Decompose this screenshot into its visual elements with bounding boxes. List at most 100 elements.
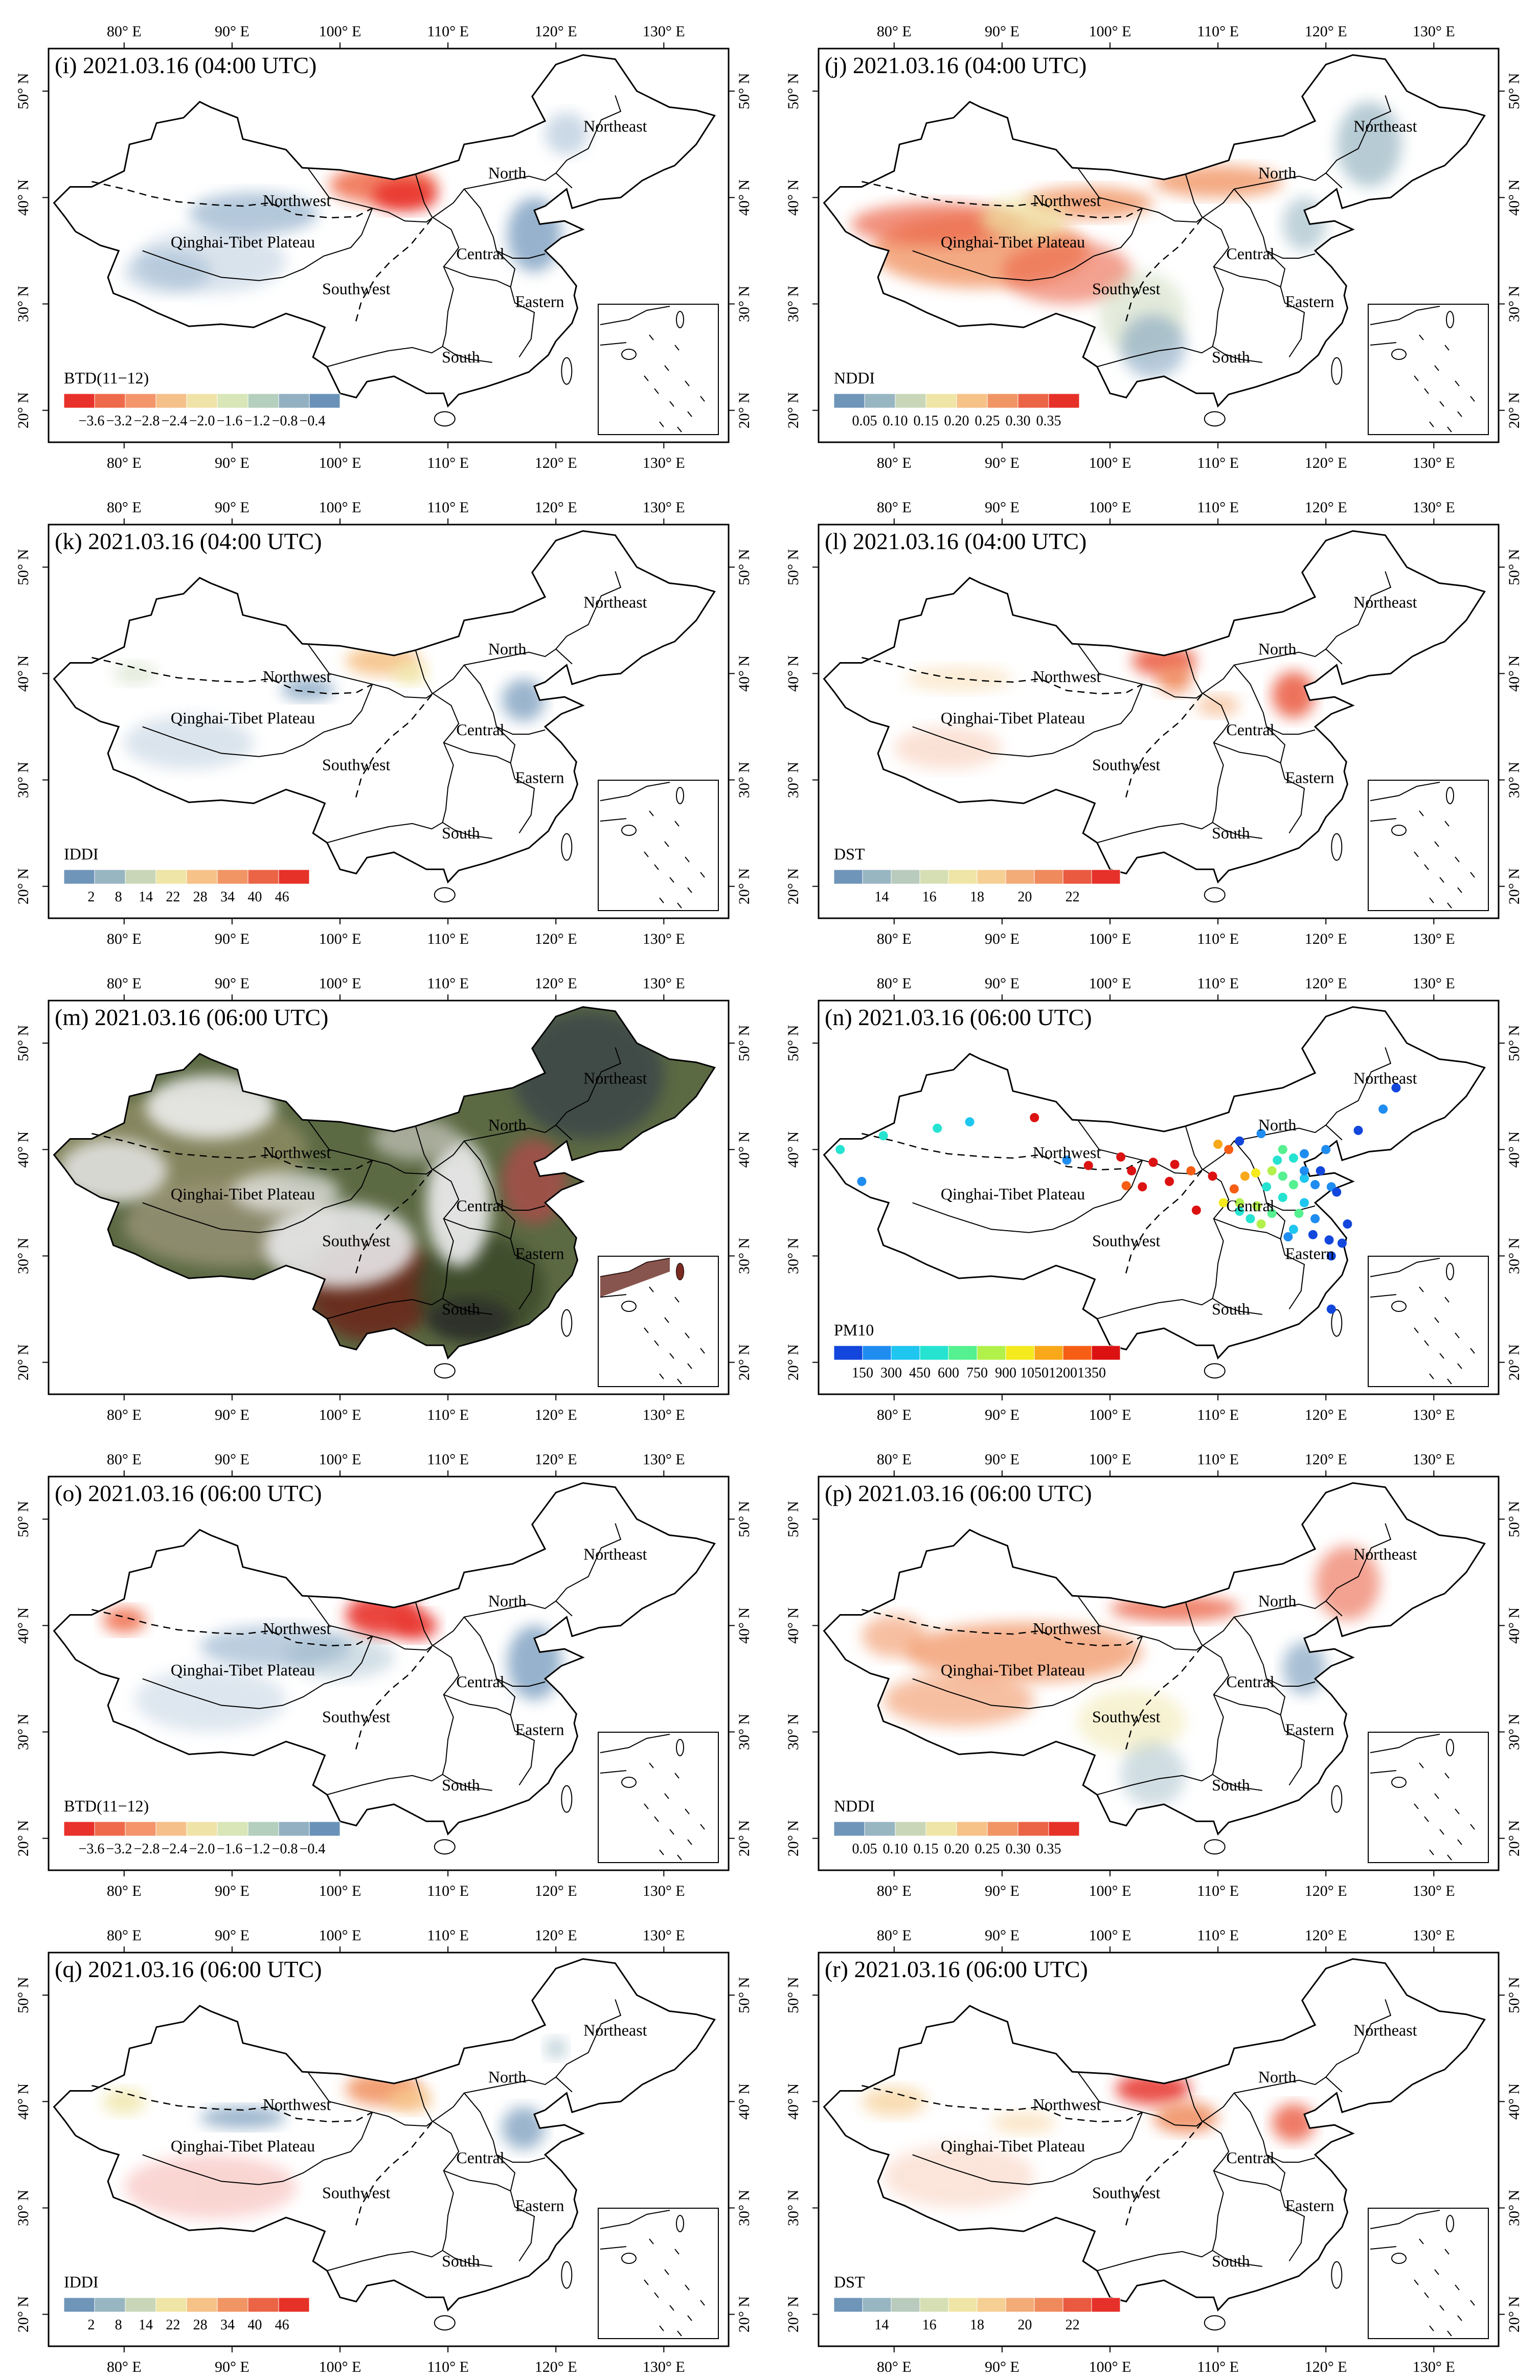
legend-swatch (155, 869, 187, 885)
region-label-northwest: Northwest (263, 191, 331, 210)
panel-title: (k) 2021.03.16 (04:00 UTC) (55, 528, 322, 554)
lon-label-bottom: 110° E (427, 1883, 469, 1899)
region-label-northwest: Northwest (263, 1619, 331, 1638)
legend-tick-label: 34 (220, 2317, 235, 2333)
lon-label-bottom: 90° E (985, 455, 1020, 471)
legend-swatch (956, 1821, 988, 1837)
pm10-station (1267, 1209, 1277, 1218)
taiwan-island (1331, 833, 1343, 861)
lat-label-right: 40° N (1506, 2083, 1523, 2120)
lon-label-bottom: 80° E (877, 1883, 912, 1899)
lat-label-left: 20° N (785, 1820, 802, 1856)
legend-tick-label: 28 (193, 2317, 208, 2333)
region-label-northwest: Northwest (1033, 191, 1101, 210)
region-label-eastern: Eastern (1285, 1244, 1334, 1263)
lon-label-bottom: 90° E (215, 2359, 250, 2375)
map-svg: 80° E 80° E 90° E 90° E 100° E 100° E 110° E 11… (15, 23, 753, 471)
south-china-sea-inset (1368, 780, 1489, 911)
region-label-northeast: Northeast (1353, 117, 1417, 135)
lon-label-top: 130° E (643, 499, 685, 516)
lat-label-right: 20° N (736, 2296, 753, 2332)
pm10-station (1186, 1166, 1196, 1175)
region-boundary (464, 1617, 546, 1687)
region-boundary (307, 1999, 622, 2127)
pm10-station (1235, 1136, 1244, 1146)
lat-label-left: 40° N (15, 2083, 32, 2120)
lon-label-bottom: 120° E (1305, 1883, 1347, 1899)
legend-tick-label: 18 (970, 2317, 984, 2333)
lon-label-top: 110° E (1197, 499, 1239, 516)
lat-label-right: 20° N (1506, 868, 1523, 904)
lat-label-right: 50° N (1506, 1025, 1523, 1061)
legend-tick-label: 34 (220, 889, 235, 905)
pm10-station (1278, 1145, 1287, 1154)
region-label-southwest: Southwest (1092, 1232, 1160, 1250)
dashed-boundary (354, 218, 433, 325)
lat-label-right: 20° N (1506, 1344, 1523, 1380)
panel-title: (n) 2021.03.16 (06:00 UTC) (825, 1004, 1092, 1030)
legend-tick-label: 1200 (1049, 1365, 1077, 1381)
lon-label-bottom: 100° E (319, 931, 361, 947)
legend-title: DST (834, 845, 865, 863)
map-panel-r: 80° E 80° E 90° E 90° E 100° E 100° E 110° E 11… (770, 1904, 1540, 2380)
region-label-south: South (442, 348, 480, 366)
legend-swatch (217, 869, 248, 885)
pm10-station (1170, 1160, 1180, 1169)
panel-title: (i) 2021.03.16 (04:00 UTC) (55, 52, 316, 78)
legend-tick-label: −2.4 (162, 1841, 188, 1857)
region-label-eastern: Eastern (1285, 768, 1334, 787)
legend-tick-label: 0.35 (1036, 1841, 1061, 1857)
lon-label-top: 130° E (1413, 499, 1455, 516)
panel-title: (l) 2021.03.16 (04:00 UTC) (825, 528, 1086, 554)
region-boundary (415, 1602, 492, 1791)
pm10-station (1191, 1205, 1201, 1215)
lon-label-bottom: 130° E (1413, 1883, 1455, 1899)
legend-swatch (63, 2297, 95, 2313)
lat-label-left: 50° N (15, 1501, 32, 1537)
region-boundary (1213, 266, 1281, 288)
index-field-patch (286, 1636, 394, 1679)
lon-label-bottom: 100° E (319, 1407, 361, 1423)
legend-tick-label: 46 (275, 2317, 289, 2333)
region-boundary (1097, 346, 1213, 368)
legend-swatch (278, 869, 310, 885)
region-label-north: North (488, 164, 527, 182)
hainan-island (1204, 887, 1226, 903)
pm10-station (1308, 1230, 1318, 1239)
legend-swatch (833, 2297, 863, 2313)
lon-label-bottom: 120° E (535, 1407, 577, 1423)
lon-label-top: 100° E (1089, 23, 1131, 40)
legend-tick-label: −2.0 (189, 1841, 215, 1857)
index-field-patch (883, 2144, 1035, 2208)
panel-title: (r) 2021.03.16 (06:00 UTC) (825, 1956, 1088, 1982)
legend-swatch (1017, 393, 1049, 409)
lon-label-top: 120° E (1305, 23, 1347, 40)
satellite-texture (426, 1139, 491, 1267)
region-label-northwest: Northwest (263, 667, 331, 686)
region-label-north: North (1258, 1116, 1297, 1134)
dashed-boundary (354, 694, 433, 801)
region-label-south: South (1212, 1300, 1250, 1318)
lat-label-left: 30° N (15, 1238, 32, 1274)
region-boundary (555, 1124, 573, 1141)
lon-label-bottom: 120° E (535, 931, 577, 947)
lon-label-top: 120° E (1305, 975, 1347, 992)
region-label-northwest: Northwest (263, 1143, 331, 1162)
lat-label-right: 30° N (736, 286, 753, 322)
region-boundary (496, 726, 535, 834)
pm10-station (1391, 1083, 1401, 1093)
legend-tick-label: 0.35 (1036, 413, 1061, 429)
legend-swatch (1005, 1345, 1035, 1361)
legend-title: IDDI (64, 845, 99, 863)
lat-label-left: 20° N (15, 2296, 32, 2332)
legend-title: NDDI (834, 369, 875, 387)
lat-label-left: 30° N (15, 286, 32, 322)
pm10-station (1353, 1125, 1363, 1135)
legend-swatch (155, 1821, 187, 1837)
region-label-northwest: Northwest (1033, 1619, 1101, 1638)
legend-tick-label: −3.2 (106, 1841, 132, 1857)
panel-title: (q) 2021.03.16 (06:00 UTC) (55, 1956, 322, 1982)
region-label-southwest: Southwest (322, 2184, 390, 2202)
lon-label-top: 120° E (535, 1451, 577, 1468)
index-field-patch (862, 1615, 927, 1658)
